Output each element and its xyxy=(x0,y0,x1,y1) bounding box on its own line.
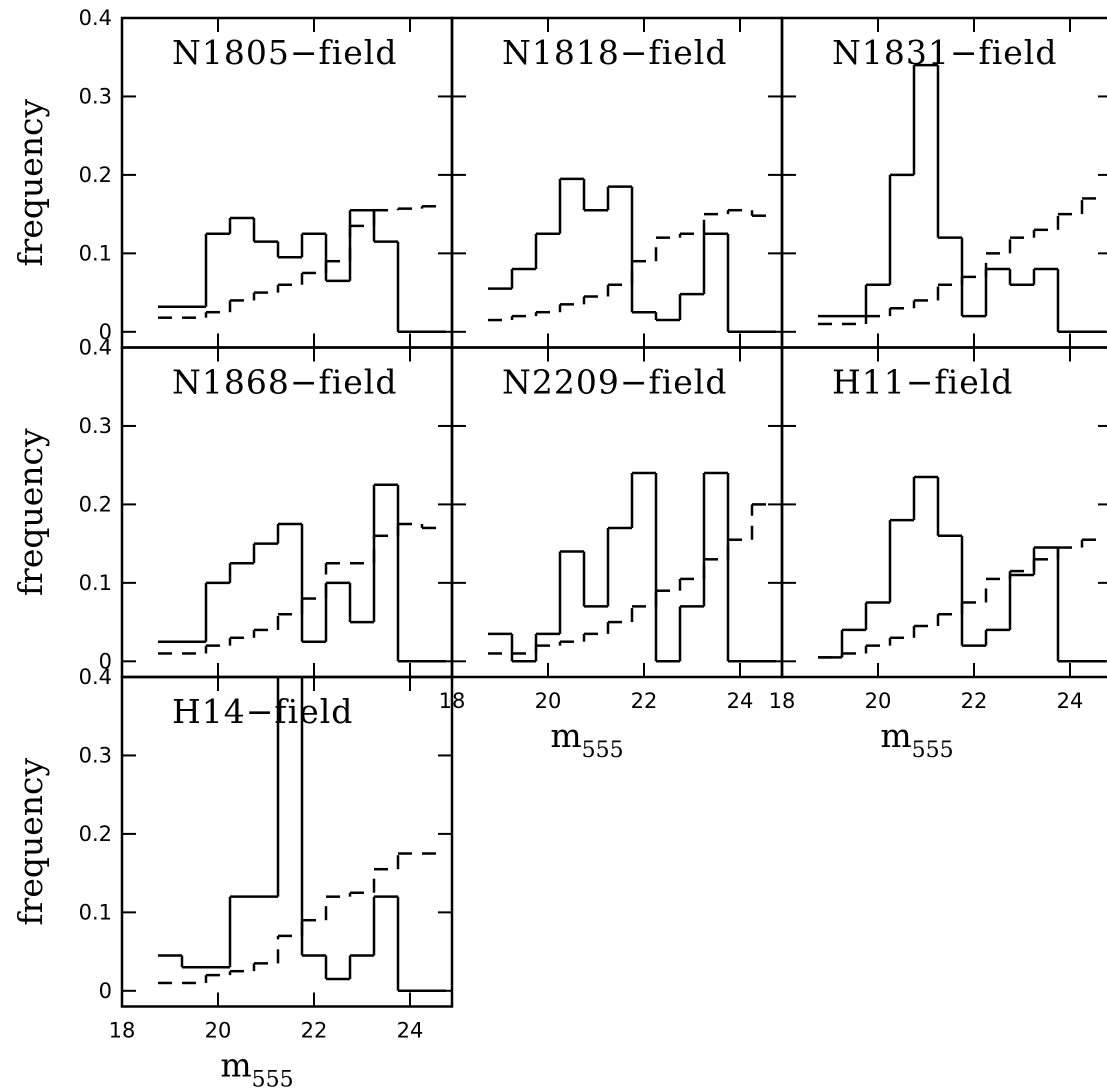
panel-title: H14−field xyxy=(172,692,353,731)
y-tick-label: 0.2 xyxy=(79,492,112,516)
panel-title: N1818−field xyxy=(502,33,727,72)
y-tick-label: 0.4 xyxy=(79,6,112,30)
x-tick-label: 24 xyxy=(1057,689,1084,713)
panel xyxy=(488,177,776,334)
x-tick-label: 20 xyxy=(535,689,562,713)
x-axis-label: m555 xyxy=(550,716,623,763)
x-axis-label-subscript: 555 xyxy=(912,738,954,763)
panel-title: N2209−field xyxy=(502,363,727,402)
x-axis-label-main: m xyxy=(550,716,581,755)
x-axis-label-main: m xyxy=(880,716,911,755)
panel xyxy=(818,475,1106,663)
x-tick-label: 22 xyxy=(961,689,988,713)
panel xyxy=(158,205,446,334)
panel-frame xyxy=(780,346,1107,679)
x-axis-label-subscript: 555 xyxy=(582,738,624,763)
y-tick-label: 0.1 xyxy=(79,241,112,265)
y-tick-label: 0 xyxy=(99,320,112,344)
panel-title: N1868−field xyxy=(172,363,397,402)
x-tick-label: 24 xyxy=(727,689,754,713)
panel xyxy=(488,471,776,663)
panel xyxy=(158,677,446,993)
x-tick-label: 22 xyxy=(631,689,658,713)
y-tick-label: 0.2 xyxy=(79,822,112,846)
y-tick-label: 0.4 xyxy=(79,336,112,360)
y-tick-label: 0.3 xyxy=(79,84,112,108)
panel-title: N1831−field xyxy=(832,33,1057,72)
x-tick-label: 18 xyxy=(109,1019,136,1043)
x-tick-label: 20 xyxy=(865,689,892,713)
panel-title: N1805−field xyxy=(172,33,397,72)
y-axis-label: frequency xyxy=(11,428,50,596)
x-tick-label: 24 xyxy=(397,1019,424,1043)
panel-frame xyxy=(120,675,454,1008)
x-axis-label: m555 xyxy=(220,1046,293,1089)
panel xyxy=(818,63,1106,334)
x-axis-label-main: m xyxy=(220,1046,251,1085)
x-axis-label: m555 xyxy=(880,716,953,763)
x-tick-label: 22 xyxy=(301,1019,328,1043)
y-tick-label: 0.1 xyxy=(79,571,112,595)
panel-title: H11−field xyxy=(832,363,1013,402)
y-axis-label: frequency xyxy=(11,757,50,925)
x-axis-label-subscript: 555 xyxy=(252,1068,294,1089)
x-tick-label: 18 xyxy=(769,689,796,713)
x-tick-label: 20 xyxy=(205,1019,232,1043)
y-axis-label: frequency xyxy=(11,98,50,266)
y-tick-label: 0 xyxy=(99,979,112,1003)
y-tick-label: 0.1 xyxy=(79,900,112,924)
panel xyxy=(158,483,446,663)
y-tick-label: 0 xyxy=(99,649,112,673)
y-tick-label: 0.3 xyxy=(79,414,112,438)
y-tick-label: 0.4 xyxy=(79,665,112,689)
y-tick-label: 0.3 xyxy=(79,743,112,767)
y-tick-label: 0.2 xyxy=(79,163,112,187)
